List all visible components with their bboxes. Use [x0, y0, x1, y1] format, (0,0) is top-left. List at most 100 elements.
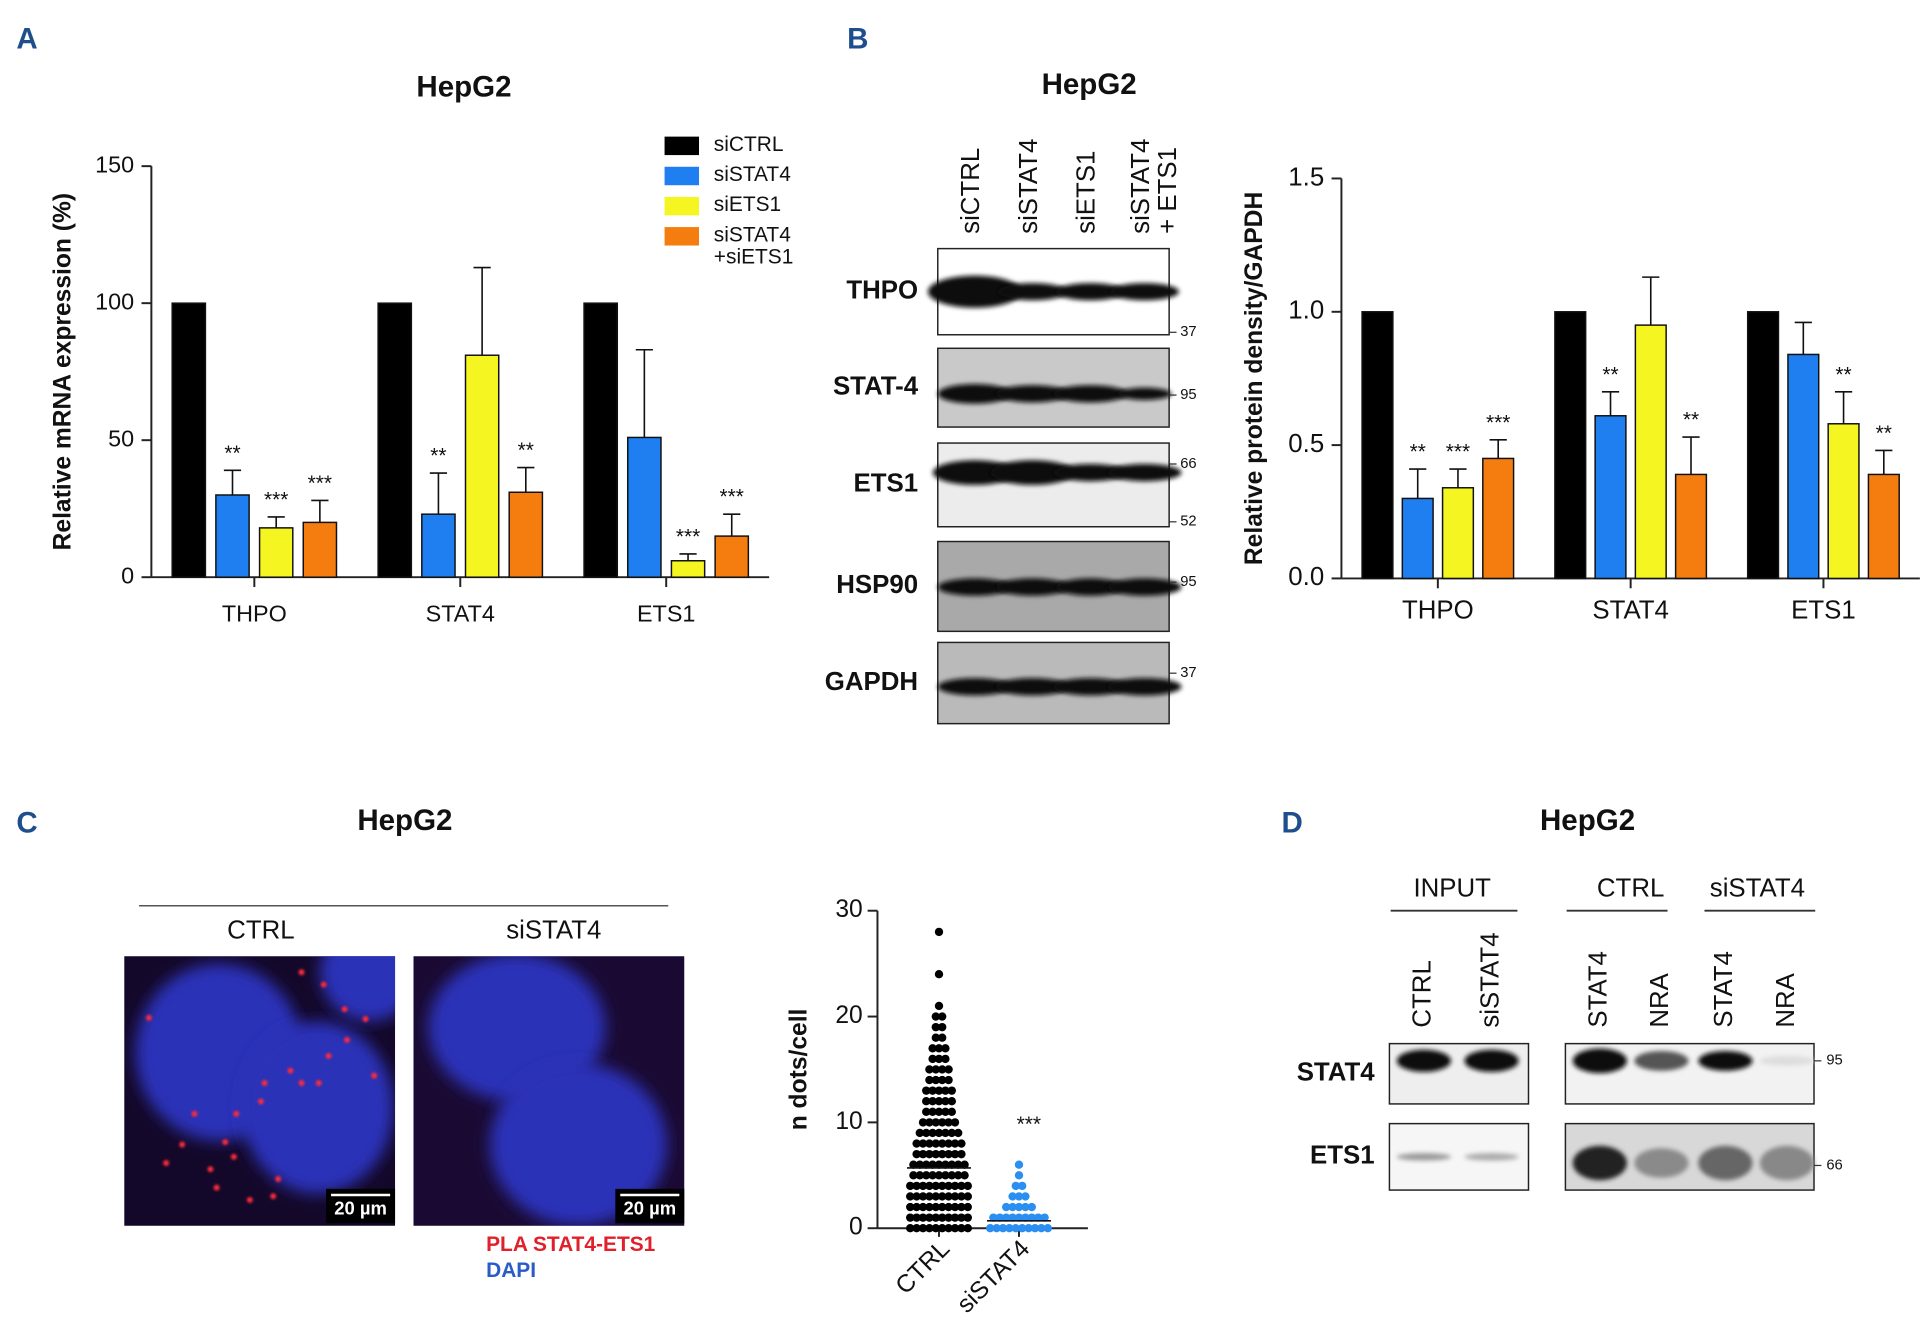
- significance: **: [224, 442, 240, 465]
- dot: [950, 1224, 960, 1233]
- dot: [938, 1065, 947, 1074]
- pla-dot: [362, 1016, 369, 1022]
- dot: [947, 1128, 956, 1138]
- dot: [922, 1086, 931, 1095]
- marker-label: 95: [1180, 574, 1196, 590]
- y-axis-label: n dots/cell: [785, 1009, 812, 1131]
- dot: [957, 1213, 966, 1222]
- dot: [934, 1054, 944, 1064]
- dot: [931, 1118, 940, 1127]
- blot-band: [1107, 463, 1182, 482]
- dot: [906, 1181, 915, 1191]
- dot: [998, 1224, 1008, 1233]
- dot: [912, 1192, 921, 1201]
- lane-label: siSTAT4+ ETS1: [1127, 139, 1182, 234]
- row-label: STAT4: [1297, 1059, 1376, 1087]
- marker-label: 66: [1826, 1157, 1842, 1173]
- dot: [918, 1224, 928, 1233]
- blot-band: [1053, 463, 1128, 482]
- dot-group: [906, 1192, 972, 1201]
- dot: [1014, 1160, 1024, 1169]
- blot-band: [937, 678, 1012, 696]
- nucleus: [241, 1021, 394, 1194]
- dot: [928, 1107, 937, 1116]
- y-tick-label: 10: [835, 1108, 862, 1135]
- dot: [1008, 1192, 1017, 1201]
- dot: [1014, 1202, 1024, 1212]
- dot: [1024, 1224, 1033, 1233]
- dot: [947, 1107, 956, 1116]
- error-bar: [517, 466, 535, 493]
- dot-group: [986, 1224, 1052, 1233]
- dot: [1018, 1224, 1027, 1233]
- dot: [938, 1149, 947, 1159]
- y-tick-label: 1.5: [1288, 163, 1324, 191]
- error-bar: [1834, 390, 1853, 424]
- blot-band: [1396, 1153, 1451, 1161]
- y-tick-label: 20: [835, 1002, 862, 1029]
- condition-label: CTRL: [227, 916, 294, 944]
- dot: [925, 1192, 934, 1201]
- dot: [1030, 1224, 1040, 1233]
- dot: [934, 1128, 944, 1138]
- dot: [925, 1149, 934, 1159]
- dot: [925, 1139, 934, 1148]
- y-tick-label: 0: [121, 562, 134, 588]
- dot: [941, 1171, 950, 1180]
- dot: [934, 1086, 944, 1095]
- dot: [938, 1022, 947, 1032]
- dot: [922, 1107, 931, 1116]
- pla-dot: [207, 1166, 214, 1173]
- significance: ***: [1446, 441, 1470, 464]
- dot: [1021, 1202, 1030, 1212]
- significance: **: [1410, 441, 1426, 464]
- pla-dot: [257, 1098, 264, 1105]
- error-bar: [723, 513, 741, 537]
- dot: [931, 1033, 940, 1042]
- dot: [986, 1224, 995, 1233]
- dot: [915, 1128, 924, 1138]
- y-tick-label: 0.5: [1288, 430, 1324, 458]
- dot: [954, 1160, 963, 1169]
- dot: [906, 1202, 915, 1212]
- significance: ***: [264, 488, 288, 511]
- dot: [1037, 1224, 1046, 1233]
- dot-group: [906, 1224, 972, 1233]
- bar: [421, 513, 456, 578]
- dot-group: [1002, 1202, 1036, 1212]
- dot: [1002, 1213, 1011, 1222]
- error-bar: [1489, 438, 1507, 459]
- condition-label: siSTAT4: [506, 916, 601, 944]
- pla-dot: [315, 1080, 322, 1086]
- pla-dot: [213, 1184, 220, 1191]
- dot: [918, 1213, 928, 1222]
- bar: [171, 302, 207, 578]
- dot: [944, 1149, 953, 1159]
- dot-group: [1014, 1171, 1024, 1180]
- error-bar: [429, 472, 448, 515]
- dot: [1002, 1202, 1011, 1212]
- marker-label: 95: [1826, 1053, 1842, 1069]
- x-tick-label: ETS1: [1791, 596, 1856, 624]
- nuclei: [428, 956, 668, 1226]
- dot: [934, 970, 944, 979]
- dot: [915, 1160, 924, 1169]
- dot: [928, 1054, 937, 1064]
- dot: [941, 1160, 950, 1169]
- dot: [931, 1181, 940, 1191]
- y-tick-label: 30: [835, 896, 862, 923]
- y-tick-label: 1.0: [1288, 297, 1324, 325]
- dot: [938, 1181, 947, 1191]
- group-label: siSTAT4: [1710, 875, 1805, 903]
- dot: [1014, 1213, 1024, 1222]
- dot: [906, 1213, 915, 1222]
- dot: [931, 1065, 940, 1074]
- dot: [941, 1044, 950, 1053]
- dot-group: [1014, 1160, 1024, 1169]
- panel-letter: A: [16, 22, 37, 55]
- dot: [934, 1171, 944, 1180]
- blot-band: [1464, 1153, 1519, 1161]
- dot: [918, 1192, 928, 1201]
